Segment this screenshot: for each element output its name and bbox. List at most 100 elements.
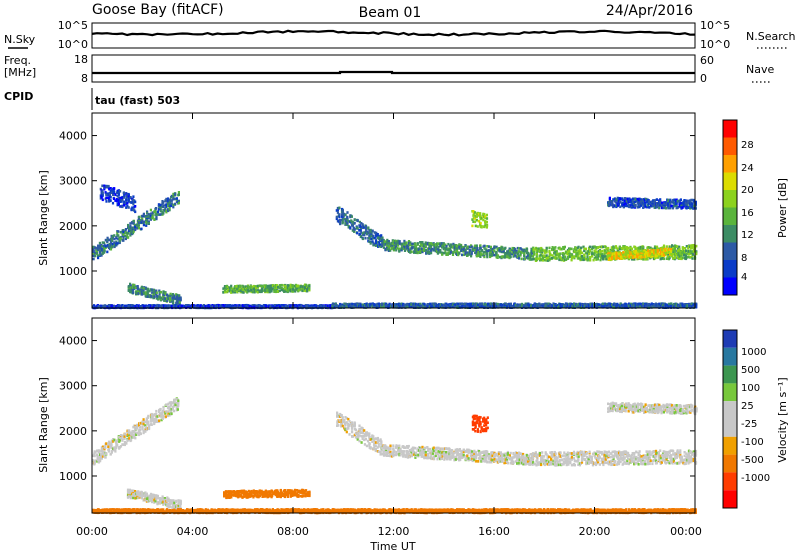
data-cell: [358, 229, 361, 232]
data-cell: [167, 204, 170, 208]
data-cell: [163, 293, 166, 297]
data-cell: [687, 199, 690, 203]
data-cell: [623, 253, 626, 256]
data-cell: [477, 254, 480, 258]
data-cell: [371, 229, 374, 233]
data-cell: [254, 285, 257, 288]
data-cell: [672, 252, 675, 256]
data-cell: [608, 257, 611, 260]
data-cell: [122, 237, 125, 241]
data-cell: [637, 246, 640, 250]
data-cell: [159, 204, 162, 207]
data-cell: [631, 256, 634, 259]
data-cell: [624, 246, 627, 249]
data-cell: [678, 199, 681, 203]
data-cell: [103, 184, 106, 188]
data-cell: [562, 252, 566, 256]
data-cell: [123, 200, 126, 204]
data-cell: [274, 304, 277, 307]
data-cell: [685, 256, 688, 259]
data-cell: [430, 249, 433, 252]
data-cell: [338, 213, 341, 216]
data-cell: [367, 231, 370, 234]
data-cell: [676, 206, 679, 209]
data-cell: [356, 227, 359, 230]
data-cell: [512, 255, 515, 258]
data-cell: [157, 207, 160, 211]
data-cell: [129, 224, 132, 228]
data-cell: [274, 285, 277, 289]
data-cell: [555, 253, 558, 257]
freq-line: [92, 70, 695, 75]
data-cell: [236, 305, 239, 308]
data-cell: [373, 303, 376, 307]
data-cell: [486, 252, 489, 255]
data-cell: [652, 199, 655, 202]
freq-tick-high: 18: [74, 53, 88, 66]
data-cell: [281, 304, 284, 307]
data-cell: [519, 254, 522, 257]
data-cell: [675, 202, 678, 205]
data-cell: [213, 305, 216, 308]
data-cell: [361, 303, 364, 306]
data-cell: [506, 251, 509, 254]
data-cell: [525, 248, 529, 251]
data-cell: [562, 247, 566, 251]
data-cell: [667, 205, 670, 208]
data-cell: [694, 204, 697, 207]
data-cell: [555, 257, 558, 260]
data-cell: [115, 235, 118, 239]
data-cell: [569, 255, 572, 258]
data-cell: [101, 194, 104, 197]
freq-label-line1: Freq.: [4, 54, 31, 67]
data-cell: [133, 304, 136, 308]
data-cell: [690, 204, 694, 207]
data-cell: [419, 243, 422, 246]
data-cell: [339, 218, 342, 222]
data-cell: [661, 254, 664, 257]
data-cell: [661, 201, 664, 205]
data-cell: [608, 204, 611, 208]
data-cell: [172, 205, 175, 209]
data-cell: [491, 247, 495, 251]
data-cell: [436, 250, 439, 253]
data-cell: [369, 228, 372, 232]
data-cell: [474, 244, 477, 248]
data-cell: [653, 202, 656, 206]
data-cell: [122, 229, 125, 232]
data-cell: [484, 215, 487, 218]
data-cell: [175, 197, 178, 200]
data-cell: [101, 198, 104, 202]
data-cell: [533, 251, 536, 254]
data-cell: [644, 258, 647, 261]
data-cell: [551, 256, 554, 260]
data-cell: [168, 203, 171, 207]
data-cell: [491, 253, 495, 257]
data-cell: [463, 253, 466, 256]
data-cell: [377, 302, 380, 306]
data-cell: [642, 258, 645, 261]
data-cell: [261, 288, 264, 292]
data-cell: [483, 250, 486, 254]
data-cell: [121, 198, 124, 202]
data-cell: [490, 250, 493, 253]
data-cell: [127, 285, 130, 288]
data-cell: [382, 243, 385, 246]
data-cell: [111, 193, 115, 196]
data-cell: [622, 204, 625, 207]
data-cell: [540, 258, 543, 261]
data-cell: [593, 245, 596, 248]
data-cell: [615, 201, 618, 204]
data-cell: [583, 256, 586, 259]
data-cell: [667, 255, 670, 258]
data-cell: [165, 209, 168, 213]
data-cell: [118, 239, 121, 243]
data-cell: [563, 255, 566, 259]
data-cell: [641, 255, 644, 259]
data-cell: [133, 286, 136, 289]
data-cell: [664, 252, 668, 255]
data-cell: [344, 213, 347, 217]
data-cell: [413, 251, 416, 254]
data-cell: [601, 249, 604, 253]
